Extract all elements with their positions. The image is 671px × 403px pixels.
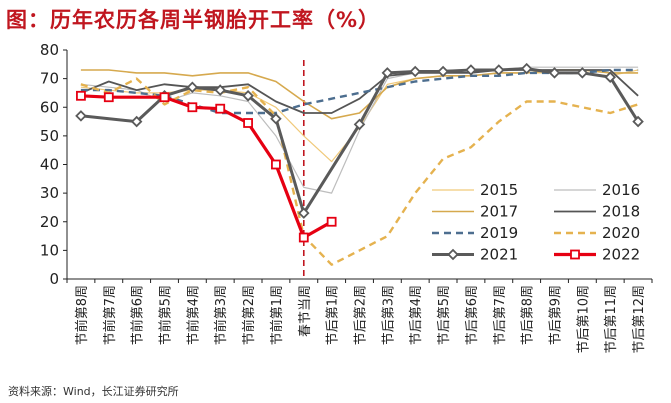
marker-point-2021 [298,207,310,219]
marker-point-2022 [326,216,337,227]
legend-label-2016: 2016 [602,181,640,199]
marker-point-2021 [214,84,226,96]
source-note: 资料来源：Wind，长江证券研究所 [8,385,179,398]
x-tick-label: 节后第4周 [409,285,424,345]
y-tick-label: 50 [40,127,59,145]
marker-point-2021 [632,115,644,128]
x-tick-label: 节后第8周 [521,285,536,345]
marker-point-2021 [381,67,394,79]
x-tick-label: 节后第10周 [576,285,591,354]
x-tick-label: 春节当周 [298,285,313,337]
marker-point-2022 [215,103,226,114]
x-tick-label: 节前第4周 [185,285,201,345]
legend-label-2020: 2020 [602,224,640,242]
y-tick-label: 40 [40,156,59,174]
marker-point-2021 [604,71,616,83]
legend-label-2022: 2022 [602,246,640,264]
marker-point-2021 [130,115,143,128]
x-tick-label: 节后第12周 [632,285,647,354]
x-tick-label: 节前第6周 [130,285,146,345]
marker-point-2021 [465,64,477,76]
y-tick-label: 60 [40,98,59,116]
marker-point-2021 [242,90,254,102]
x-tick-label: 节后第7周 [493,285,508,345]
x-tick-label: 节后第2周 [354,285,369,345]
marker-point-2022 [243,118,253,128]
legend-label-2021: 2021 [480,246,518,264]
x-tick-label: 节前第5周 [158,285,174,345]
marker-point-2022 [187,102,198,113]
x-tick-label: 节前第8周 [74,285,90,345]
x-tick-label: 节后第5周 [437,285,452,345]
legend-label-2017: 2017 [480,203,518,221]
x-tick-label: 节后第11周 [604,285,619,354]
marker-point-2021 [576,67,589,79]
marker-point-2022 [298,232,309,243]
legend-label-2018: 2018 [602,203,640,221]
x-tick-label: 节前第3周 [213,285,229,345]
marker-point-2021 [437,65,449,78]
marker-point-2021 [548,67,561,79]
x-tick-label: 节前第7周 [102,285,118,345]
marker-point-2022 [271,159,281,170]
x-tick-label: 节后第3周 [381,285,396,345]
marker-point-2021 [75,110,87,122]
marker-point-2021 [186,81,199,93]
legend-label-2019: 2019 [480,224,518,242]
marker-point-2021 [493,64,505,76]
y-tick-label: 0 [49,270,59,288]
x-tick-label: 节后第6周 [465,285,480,345]
y-tick-label: 70 [40,70,59,88]
series-line-2022 [80,94,333,240]
y-tick-label: 10 [40,241,59,259]
y-tick-label: 80 [40,41,59,59]
marker-point-2021 [270,112,282,125]
marker-point-2022 [159,92,170,103]
y-tick-label: 20 [40,213,59,231]
legend-marker-2021 [447,248,459,261]
y-tick-label: 30 [40,184,59,202]
legend-marker-2022 [570,249,580,260]
x-tick-label: 节后第1周 [326,285,341,345]
x-tick-label: 节后第9周 [549,285,564,345]
series-line-2020 [80,77,639,266]
chart-title: 图：历年农历各周半钢胎开工率（%） [6,8,381,32]
x-tick-label: 节前第2周 [241,285,257,345]
x-tick-label: 节前第1周 [269,285,285,345]
marker-point-2021 [353,118,366,131]
legend-label-2015: 2015 [480,181,518,199]
marker-point-2022 [103,92,114,103]
marker-point-2021 [409,65,421,78]
marker-point-2021 [520,62,533,75]
marker-point-2022 [76,90,86,101]
